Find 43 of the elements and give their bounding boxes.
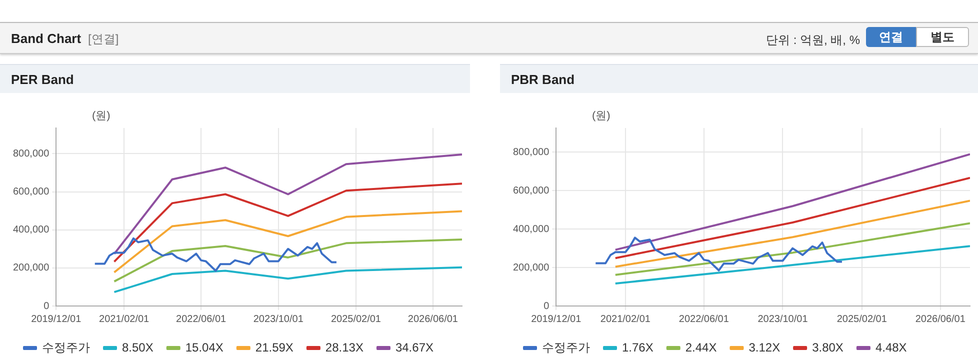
text: 단위 : 억원, 배, % <box>766 32 860 49</box>
text: Band Chart <box>11 31 82 46</box>
legend-label: 3.80X <box>812 340 844 354</box>
y-tick-label: 0 <box>44 300 50 312</box>
y-tick-label: 800,000 <box>12 148 50 160</box>
legend-label: 수정주가 <box>542 340 590 354</box>
x-tick-label: 2021/02/01 <box>600 314 651 325</box>
x-tick-label: 2025/02/01 <box>330 314 382 325</box>
legend-label: 2.44X <box>685 340 717 354</box>
y-tick-label: 200,000 <box>512 262 550 274</box>
chart-title: PBR Band <box>511 72 575 87</box>
y-axis-title: (원) <box>92 109 110 123</box>
x-tick-label: 2022/06/01 <box>176 314 227 325</box>
x-tick-label: 2026/06/01 <box>915 314 966 325</box>
text: 연결 <box>866 27 916 47</box>
y-tick-label: 0 <box>544 300 550 312</box>
y-tick-label: 600,000 <box>512 185 550 196</box>
y-tick-label: 600,000 <box>12 186 50 198</box>
y-tick-label: 800,000 <box>512 146 550 158</box>
x-tick-label: 2019/12/01 <box>31 314 82 325</box>
legend-label: 수정주가 <box>42 340 90 354</box>
text: 별도 <box>916 27 969 47</box>
legend-label: 3.12X <box>748 340 780 354</box>
legend-label: 1.76X <box>622 340 654 354</box>
legend-label: 15.04X <box>185 340 224 354</box>
y-tick-label: 400,000 <box>512 224 550 235</box>
legend-label: 21.59X <box>255 340 294 354</box>
chart-title: PER Band <box>11 72 74 87</box>
x-tick-label: 2026/06/01 <box>408 314 458 325</box>
y-axis-title: (원) <box>592 109 610 123</box>
y-tick-label: 200,000 <box>12 262 50 274</box>
x-tick-label: 2023/10/01 <box>758 314 808 325</box>
legend-label: 34.67X <box>395 340 434 354</box>
x-tick-label: 2022/06/01 <box>678 314 730 325</box>
x-tick-label: 2023/10/01 <box>253 314 304 325</box>
x-tick-label: 2025/02/01 <box>836 314 888 325</box>
legend-label: 8.50X <box>122 340 154 354</box>
legend-label: 28.13X <box>325 340 364 354</box>
y-tick-label: 400,000 <box>12 224 50 236</box>
x-tick-label: 2019/12/01 <box>531 314 582 325</box>
legend-label: 4.48X <box>875 340 907 354</box>
x-tick-label: 2021/02/01 <box>99 314 150 325</box>
text: [연결] <box>88 31 119 48</box>
